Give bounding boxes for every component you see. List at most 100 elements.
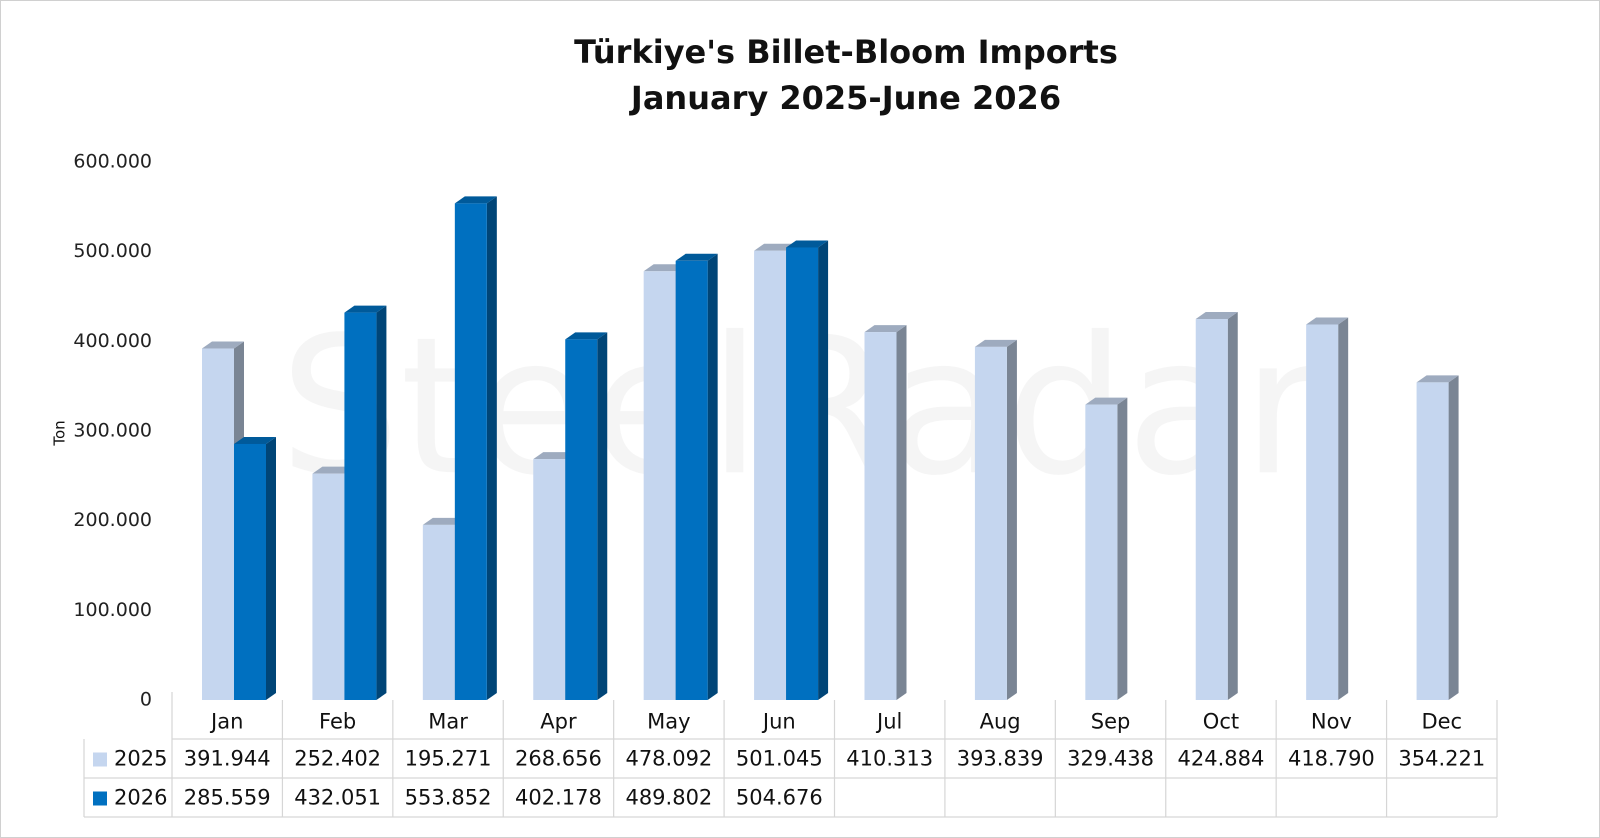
legend-swatch — [93, 791, 107, 806]
bar-side — [1338, 317, 1349, 700]
table-value: 501.045 — [736, 747, 823, 771]
bar-front — [422, 524, 455, 700]
bar-top — [344, 305, 387, 313]
y-tick-label: 500.000 — [73, 240, 152, 262]
bar-top — [454, 196, 497, 204]
bar-top — [786, 240, 829, 248]
bar-top — [974, 339, 1017, 347]
bar — [1306, 317, 1349, 700]
table-value: 553.852 — [405, 786, 492, 810]
bar-side — [1448, 375, 1459, 700]
bar — [565, 332, 608, 700]
bar-front — [974, 346, 1007, 700]
bar — [675, 253, 718, 701]
table-value: 195.271 — [405, 747, 492, 771]
bar-front — [643, 271, 676, 700]
x-tick-label: Aug — [980, 710, 1021, 734]
bar-side — [707, 253, 718, 701]
legend-label: 2026 — [114, 786, 167, 810]
x-tick-label: Apr — [540, 710, 577, 734]
bar-top — [1306, 317, 1349, 325]
table-value: 489.802 — [625, 786, 712, 810]
bar-top — [533, 452, 576, 460]
x-tick-label: Jul — [875, 710, 902, 734]
bar-top — [1416, 375, 1459, 383]
y-axis-label: Ton — [51, 420, 69, 446]
bar — [974, 339, 1017, 700]
table-value: 268.656 — [515, 747, 602, 771]
legend-label: 2025 — [114, 747, 167, 771]
bar-side — [266, 436, 276, 700]
y-tick-label: 200.000 — [73, 509, 152, 531]
bar-side — [486, 196, 497, 700]
table-value: 478.092 — [625, 747, 712, 771]
bar-side — [1117, 397, 1128, 700]
y-tick-label: 100.000 — [73, 599, 152, 621]
x-tick-label: Dec — [1421, 710, 1462, 734]
table-value: 504.676 — [736, 786, 823, 810]
table-value: 418.790 — [1288, 747, 1375, 771]
table-value: 432.051 — [294, 786, 381, 810]
bar-top — [312, 466, 355, 474]
bar-top — [202, 341, 244, 349]
bar-front — [1306, 324, 1339, 700]
bar-side — [1006, 339, 1017, 700]
table-value: 410.313 — [846, 747, 933, 771]
x-tick-label: Nov — [1311, 710, 1352, 734]
x-tick-label: Jun — [761, 710, 796, 734]
x-tick-label: Feb — [319, 710, 356, 734]
bar-top — [643, 264, 686, 272]
table-value: 391.944 — [184, 747, 271, 771]
bar-front — [234, 443, 266, 700]
bar-top — [864, 325, 907, 333]
bar-top — [422, 517, 465, 525]
bar-front — [565, 339, 598, 700]
y-tick-label: 300.000 — [73, 420, 152, 442]
y-tick-label: 400.000 — [73, 330, 152, 352]
bar — [1416, 375, 1459, 700]
bar-front — [786, 247, 819, 700]
x-tick-label: May — [647, 710, 690, 734]
bar-front — [864, 332, 897, 700]
y-tick-label: 0 — [140, 689, 152, 711]
table-value: 285.559 — [184, 786, 271, 810]
bar — [1195, 312, 1238, 700]
chart-subtitle: January 2025-June 2026 — [629, 79, 1061, 117]
x-tick-label: Mar — [428, 710, 468, 734]
bar-top — [565, 332, 608, 340]
x-tick-label: Oct — [1203, 710, 1239, 734]
bar-front — [754, 250, 787, 700]
x-tick-label: Sep — [1091, 710, 1131, 734]
bar-side — [1227, 312, 1238, 700]
bar-front — [1085, 404, 1118, 700]
bar — [454, 196, 497, 700]
table-value: 354.221 — [1398, 747, 1485, 771]
bar-side — [818, 240, 829, 700]
bar-front — [1195, 319, 1228, 700]
bar-front — [675, 260, 708, 700]
bar-top — [675, 253, 718, 261]
y-tick-label: 600.000 — [73, 151, 152, 173]
bar-side — [376, 305, 387, 700]
bar-front — [1416, 382, 1449, 700]
bar-top — [754, 243, 797, 251]
bar-side — [597, 332, 608, 700]
legend-swatch — [93, 752, 107, 767]
bar-top — [1195, 312, 1238, 320]
bar-side — [896, 325, 907, 700]
bar — [1085, 397, 1128, 700]
table-value: 329.438 — [1067, 747, 1154, 771]
bar-front — [202, 348, 234, 700]
bar — [864, 325, 907, 700]
table-value: 393.839 — [957, 747, 1044, 771]
bar-front — [344, 312, 377, 700]
chart-title: Türkiye's Billet-Bloom Imports — [574, 33, 1118, 71]
table-value: 424.884 — [1178, 747, 1265, 771]
table-value: 252.402 — [294, 747, 381, 771]
bar-front — [312, 473, 345, 700]
table-value: 402.178 — [515, 786, 602, 810]
bar-top — [234, 436, 276, 444]
bar — [786, 240, 829, 700]
x-tick-label: Jan — [209, 710, 243, 734]
